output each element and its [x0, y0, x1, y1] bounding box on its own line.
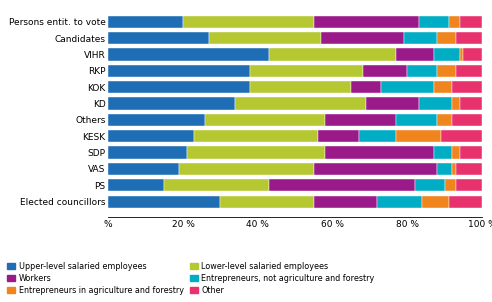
Bar — [314, 16, 419, 28]
Bar — [452, 163, 456, 175]
Bar — [449, 196, 482, 208]
Bar — [396, 48, 433, 61]
Bar — [433, 48, 460, 61]
Bar — [441, 130, 482, 143]
Bar — [452, 114, 482, 126]
Bar — [108, 48, 269, 61]
Bar — [456, 32, 482, 44]
Bar — [463, 48, 482, 61]
Bar — [456, 65, 482, 77]
Bar — [452, 81, 482, 93]
Bar — [235, 98, 366, 110]
Bar — [366, 98, 419, 110]
Bar — [108, 65, 250, 77]
Bar — [321, 32, 403, 44]
Bar — [108, 98, 235, 110]
Bar — [318, 130, 359, 143]
Bar — [460, 146, 482, 159]
Bar — [108, 146, 187, 159]
Bar — [108, 16, 183, 28]
Bar — [419, 98, 452, 110]
Bar — [403, 32, 437, 44]
Bar — [419, 16, 449, 28]
Bar — [437, 65, 456, 77]
Bar — [396, 114, 437, 126]
Bar — [269, 179, 415, 191]
Bar — [250, 81, 351, 93]
Bar — [456, 163, 482, 175]
Bar — [209, 32, 321, 44]
Bar — [456, 179, 482, 191]
Bar — [460, 16, 482, 28]
Bar — [314, 163, 437, 175]
Bar — [220, 196, 314, 208]
Bar — [269, 48, 396, 61]
Bar — [452, 98, 460, 110]
Bar — [351, 81, 381, 93]
Bar — [381, 81, 433, 93]
Bar — [108, 196, 220, 208]
Bar — [179, 163, 314, 175]
Bar — [363, 65, 407, 77]
Bar — [437, 163, 452, 175]
Bar — [396, 130, 441, 143]
Bar — [437, 32, 456, 44]
Bar — [422, 196, 449, 208]
Bar — [164, 179, 269, 191]
Bar — [250, 65, 363, 77]
Bar — [108, 114, 206, 126]
Bar — [108, 81, 250, 93]
Bar — [183, 16, 314, 28]
Bar — [452, 146, 460, 159]
Bar — [325, 146, 433, 159]
Bar — [194, 130, 318, 143]
Bar — [108, 179, 164, 191]
Bar — [206, 114, 325, 126]
Bar — [407, 65, 437, 77]
Bar — [437, 114, 452, 126]
Legend: Upper-level salaried employees, Workers, Entrepreneurs in agriculture and forest: Upper-level salaried employees, Workers,… — [4, 259, 378, 298]
Bar — [325, 114, 396, 126]
Bar — [108, 32, 209, 44]
Bar — [359, 130, 396, 143]
Bar — [415, 179, 445, 191]
Bar — [449, 16, 460, 28]
Bar — [460, 48, 463, 61]
Bar — [108, 130, 194, 143]
Bar — [377, 196, 422, 208]
Bar — [108, 163, 179, 175]
Bar — [433, 81, 452, 93]
Bar — [433, 146, 452, 159]
Bar — [445, 179, 456, 191]
Bar — [187, 146, 325, 159]
Bar — [314, 196, 377, 208]
Bar — [460, 98, 482, 110]
